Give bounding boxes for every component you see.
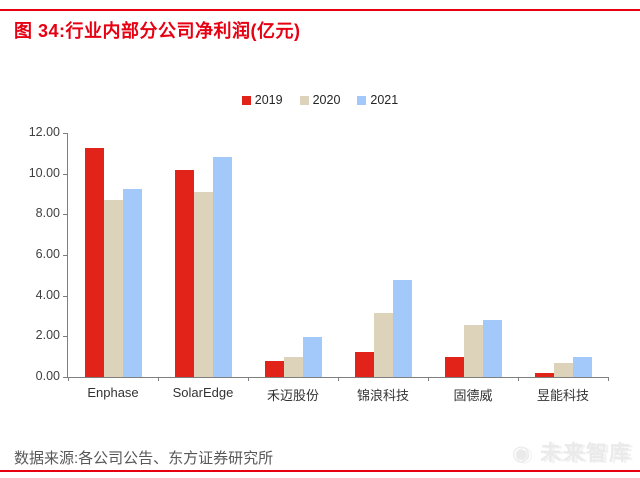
x-category-label: Enphase (87, 385, 139, 400)
y-tick-label: 8.00 (35, 206, 60, 221)
x-axis-line (67, 377, 608, 378)
x-category-label: 昱能科技 (536, 388, 589, 403)
y-tick-label: 12.00 (28, 125, 60, 139)
bar-2019-锦浪科技 (354, 352, 374, 377)
bar-2020-固德威 (463, 325, 483, 377)
bar-2020-锦浪科技 (373, 313, 393, 377)
legend-swatch-2020 (299, 95, 309, 105)
plot-area (67, 133, 608, 378)
y-tick-mark (63, 295, 67, 297)
bar-2021-Enphase (122, 189, 142, 377)
x-tick-mark (338, 377, 339, 381)
bar-2020-Enphase (103, 200, 123, 377)
bar-2019-禾迈股份 (264, 361, 284, 377)
legend-label: 2020 (312, 93, 341, 107)
data-source-note: 数据来源:各公司公告、东方证券研究所 (14, 450, 274, 467)
bar-2019-昱能科技 (534, 373, 554, 377)
legend-label: 2019 (254, 93, 283, 107)
bar-2020-SolarEdge (193, 192, 213, 377)
bar-group-Enphase (68, 133, 158, 377)
bottom-accent-rule (0, 470, 640, 472)
bar-group-固德威 (428, 133, 518, 377)
y-tick-mark (63, 214, 67, 216)
bar-group-SolarEdge (158, 133, 248, 377)
y-tick-label: 0.00 (35, 369, 60, 383)
x-category-label: 禾迈股份 (266, 388, 319, 403)
x-tick-mark (518, 377, 519, 381)
chart-title: 图 34:行业内部分公司净利润(亿元) (14, 21, 301, 41)
y-tick-label: 4.00 (35, 287, 60, 302)
watermark: ◉ 未来智库 (511, 442, 632, 465)
bar-2021-禾迈股份 (302, 337, 322, 377)
y-tick-mark (63, 336, 67, 338)
bar-2021-锦浪科技 (392, 280, 412, 377)
x-tick-mark (248, 377, 249, 381)
chart-legend: 2019 2020 2021 (0, 92, 640, 108)
legend-swatch-2019 (241, 95, 251, 105)
bar-group-锦浪科技 (338, 133, 428, 377)
legend-item-2020: 2020 (299, 93, 341, 107)
legend-swatch-2021 (357, 95, 367, 105)
bar-group-禾迈股份 (248, 133, 338, 377)
bar-2020-禾迈股份 (283, 357, 303, 377)
x-category-label: SolarEdge (172, 385, 234, 400)
bar-2021-昱能科技 (572, 357, 592, 377)
legend-label: 2021 (370, 93, 399, 107)
y-tick-mark (63, 133, 67, 134)
x-tick-mark (68, 377, 69, 381)
x-category-label: 锦浪科技 (356, 388, 409, 403)
bar-2020-昱能科技 (553, 363, 573, 377)
y-tick-label: 2.00 (35, 328, 60, 343)
x-category-label: 固德威 (453, 388, 493, 403)
legend-item-2019: 2019 (241, 93, 283, 107)
y-tick-mark (63, 255, 67, 256)
y-tick-label: 10.00 (28, 165, 60, 180)
x-tick-mark (608, 377, 609, 381)
y-tick-label: 6.00 (35, 247, 60, 261)
top-accent-rule (0, 9, 640, 11)
bar-2019-Enphase (84, 148, 104, 377)
y-tick-mark (63, 377, 67, 378)
y-axis-line (67, 133, 68, 378)
bar-group-昱能科技 (518, 133, 608, 377)
bar-2019-固德威 (444, 357, 464, 377)
legend-item-2021: 2021 (357, 93, 398, 107)
x-tick-mark (428, 377, 429, 381)
bar-2019-SolarEdge (174, 170, 194, 377)
bars-container (68, 133, 608, 377)
x-tick-mark (158, 377, 159, 381)
x-axis-labels: Enphase SolarEdge 禾迈股份 锦浪科技 固德威 昱能科技 (68, 385, 608, 404)
bar-2021-固德威 (482, 320, 502, 377)
y-tick-mark (63, 173, 67, 175)
bar-2021-SolarEdge (212, 157, 232, 377)
